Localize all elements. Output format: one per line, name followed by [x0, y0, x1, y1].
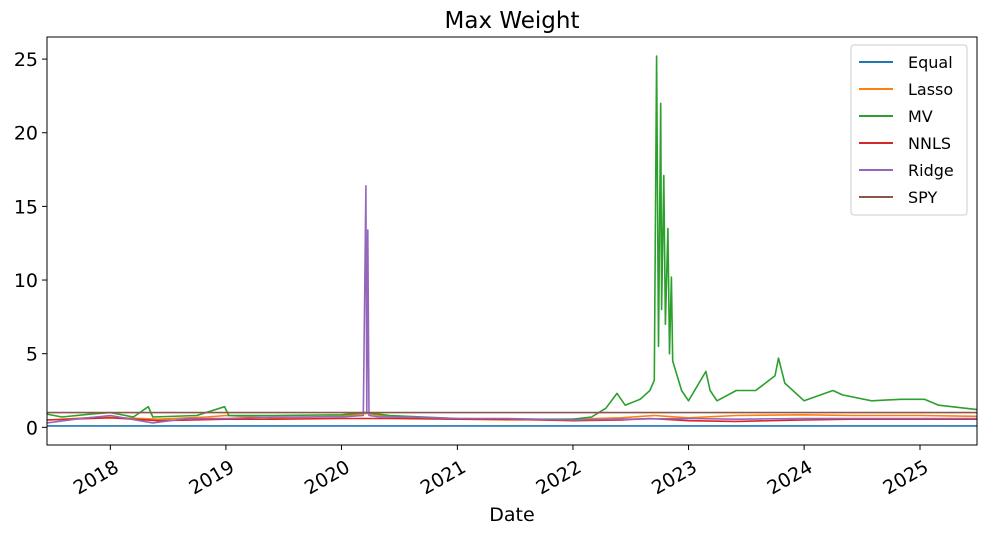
series-line-ridge — [46, 185, 977, 424]
legend-label-nnls: NNLS — [908, 134, 951, 153]
plot-area — [46, 55, 978, 427]
x-tick-label: 2020 — [301, 456, 354, 499]
series-line-mv — [46, 55, 978, 421]
chart-title: Max Weight — [445, 8, 580, 34]
legend-frame — [850, 44, 968, 216]
legend-label-lasso: Lasso — [908, 80, 953, 99]
x-tick-label: 2018 — [70, 456, 123, 499]
y-tick-label: 20 — [14, 123, 38, 145]
x-tick-label: 2021 — [417, 456, 470, 499]
x-tick-label: 2019 — [185, 456, 238, 499]
y-tick-label: 25 — [14, 49, 38, 71]
legend-label-ridge: Ridge — [908, 161, 954, 180]
x-tick-label: 2023 — [648, 456, 701, 499]
legend: Equal Lasso MV NNLS Ridge SPY — [850, 44, 968, 216]
legend-label-equal: Equal — [908, 53, 953, 72]
legend-label-mv: MV — [908, 107, 933, 126]
x-axis-label: Date — [489, 504, 534, 526]
x-axis: 2018 2019 2020 2021 2022 2023 2024 2025 — [70, 445, 932, 499]
x-tick-label: 2022 — [532, 456, 585, 499]
y-tick-label: 5 — [26, 344, 38, 366]
x-tick-label: 2025 — [879, 456, 932, 499]
x-tick-label: 2024 — [764, 456, 817, 499]
y-tick-label: 10 — [14, 270, 38, 292]
y-tick-label: 15 — [14, 196, 38, 218]
y-axis: 0 5 10 15 20 25 — [14, 49, 47, 439]
y-tick-label: 0 — [26, 417, 38, 439]
axes-frame — [46, 36, 978, 446]
legend-label-spy: SPY — [908, 188, 937, 207]
